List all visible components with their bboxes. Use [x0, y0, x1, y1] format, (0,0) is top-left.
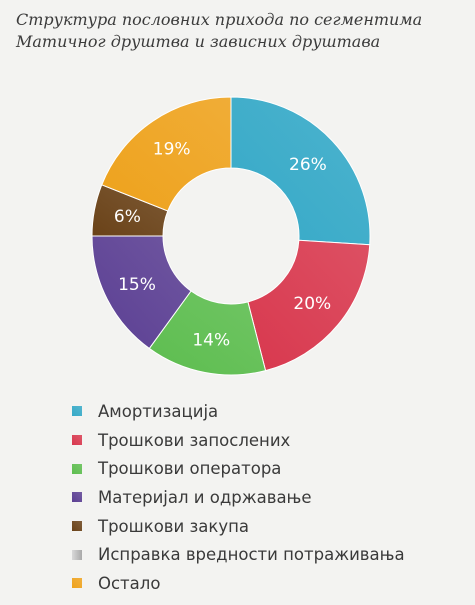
legend-label: Трошкови запослених [98, 430, 291, 450]
legend-swatch [72, 578, 82, 589]
legend-item-7: Остало [72, 569, 405, 598]
legend-item-1: Амортизација [72, 397, 405, 426]
legend-swatch [72, 549, 82, 560]
legend-item-2: Трошкови запослених [72, 426, 405, 455]
legend-label: Трошкови закупа [98, 516, 250, 536]
slice-label-2: 20% [293, 294, 331, 314]
donut-labels: 26% 20% 14% 15% 6% 19% [114, 140, 331, 351]
donut-slices [91, 96, 371, 376]
slice-label-1: 26% [289, 155, 327, 175]
chart-title-line-1: Структура пословних прихода по сегментим… [16, 10, 423, 29]
legend-item-4: Материјал и одржавање [72, 483, 405, 512]
slice-label-4: 15% [118, 275, 156, 295]
slice-2 [247, 239, 371, 372]
legend-item-5: Трошкови закупа [72, 512, 405, 541]
chart-title-line-2: Матичног друштва и зависних друштава [16, 32, 381, 51]
legend-label: Амортизација [98, 401, 219, 421]
slice-label-7: 19% [153, 140, 191, 160]
legend-item-3: Трошкови оператора [72, 454, 405, 483]
slice-1 [230, 96, 371, 246]
legend-label: Материјал и одржавање [98, 487, 312, 507]
legend-swatch [72, 406, 82, 417]
donut-chart: 26% 20% 14% 15% 6% 19% [91, 96, 371, 376]
legend-swatch [72, 521, 82, 532]
chart-title: Структура пословних прихода по сегментим… [16, 9, 456, 53]
legend-label: Исправка вредности потраживања [98, 545, 405, 565]
slice-label-5: 6% [114, 207, 141, 227]
legend-label: Трошкови оператора [98, 459, 282, 479]
legend-swatch [72, 435, 82, 446]
legend-label: Остало [98, 573, 161, 593]
chart-legend: Амортизација Трошкови запослених Трошкови … [72, 397, 405, 598]
legend-swatch [72, 463, 82, 474]
legend-swatch [72, 492, 82, 503]
slice-label-3: 14% [192, 331, 230, 351]
slice-7 [101, 96, 232, 212]
legend-item-6: Исправка вредности потраживања [72, 540, 405, 569]
